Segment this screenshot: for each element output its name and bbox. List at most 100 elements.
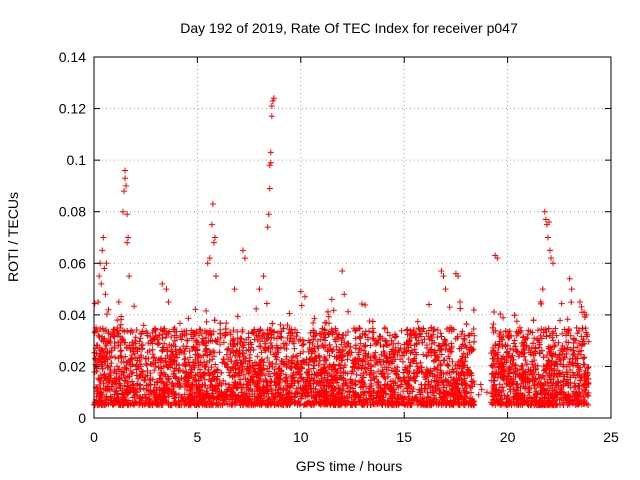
data-point: [320, 334, 327, 341]
data-point: [400, 369, 407, 376]
data-point: [112, 354, 119, 361]
data-point: [370, 329, 377, 336]
data-point: [211, 375, 218, 382]
data-point: [285, 358, 292, 365]
data-point: [293, 333, 300, 340]
data-point: [382, 337, 389, 344]
data-point: [502, 341, 509, 348]
data-point: [446, 355, 453, 362]
data-point: [139, 341, 146, 348]
data-point: [452, 362, 459, 369]
data-point: [268, 343, 275, 350]
data-point: [461, 375, 468, 382]
data-point: [404, 331, 411, 338]
data-point: [138, 399, 145, 406]
data-point: [161, 390, 168, 397]
data-point: [314, 379, 321, 386]
data-point: [300, 341, 307, 348]
data-point: [578, 347, 585, 354]
data-point: [133, 327, 140, 334]
data-point: [210, 395, 217, 402]
data-point: [449, 358, 456, 365]
data-point: [172, 390, 179, 397]
data-point: [534, 401, 541, 408]
data-point: [414, 367, 421, 374]
data-point: [215, 393, 222, 400]
data-point: [558, 300, 565, 307]
data-point: [313, 372, 320, 379]
data-point: [513, 318, 520, 325]
data-point: [584, 331, 591, 338]
data-point: [201, 363, 208, 370]
data-point: [342, 400, 349, 407]
data-point: [550, 337, 557, 344]
data-point: [533, 388, 540, 395]
data-point: [544, 361, 551, 368]
data-point: [336, 347, 343, 354]
data-point: [184, 382, 191, 389]
data-point: [172, 346, 179, 353]
data-point: [344, 340, 351, 347]
data-point: [585, 401, 592, 408]
data-point: [356, 325, 363, 332]
data-point: [569, 397, 576, 404]
data-point: [464, 366, 471, 373]
data-point: [515, 328, 522, 335]
data-point: [456, 392, 463, 399]
data-point: [154, 379, 161, 386]
data-point: [284, 384, 291, 391]
data-point: [285, 389, 292, 396]
data-point: [264, 379, 271, 386]
data-point: [114, 363, 121, 370]
data-point: [258, 365, 265, 372]
data-point: [545, 325, 552, 332]
data-point: [404, 381, 411, 388]
data-point: [187, 366, 194, 373]
data-point: [118, 337, 125, 344]
data-point: [106, 386, 113, 393]
data-point: [561, 373, 568, 380]
data-point: [507, 399, 514, 406]
data-point: [279, 358, 286, 365]
data-point: [128, 327, 135, 334]
data-point: [257, 397, 264, 404]
data-point: [131, 303, 138, 310]
data-point: [324, 348, 331, 355]
data-point: [527, 402, 534, 409]
data-point: [285, 398, 292, 405]
data-point: [424, 372, 431, 379]
data-point: [289, 382, 296, 389]
data-point: [206, 401, 213, 408]
data-point: [170, 357, 177, 364]
data-point: [583, 372, 590, 379]
data-point: [574, 370, 581, 377]
data-point: [382, 382, 389, 389]
data-point: [140, 322, 147, 329]
data-point: [334, 334, 341, 341]
data-point: [239, 363, 246, 370]
data-point: [560, 378, 567, 385]
data-point: [490, 320, 497, 327]
data-point: [462, 342, 469, 349]
data-point: [178, 397, 185, 404]
data-point: [356, 325, 363, 332]
data-point: [447, 374, 454, 381]
data-point: [505, 353, 512, 360]
data-point: [448, 340, 455, 347]
data-point: [468, 389, 475, 396]
data-point: [532, 366, 539, 373]
data-point: [100, 401, 107, 408]
data-point: [312, 354, 319, 361]
data-point: [226, 329, 233, 336]
data-point: [107, 375, 114, 382]
data-point: [541, 402, 548, 409]
data-point: [565, 326, 572, 333]
data-point: [157, 359, 164, 366]
data-point: [210, 353, 217, 360]
data-point: [303, 356, 310, 363]
data-point: [519, 392, 526, 399]
data-point: [570, 347, 577, 354]
data-point: [353, 371, 360, 378]
data-point: [249, 362, 256, 369]
data-point: [230, 327, 237, 334]
